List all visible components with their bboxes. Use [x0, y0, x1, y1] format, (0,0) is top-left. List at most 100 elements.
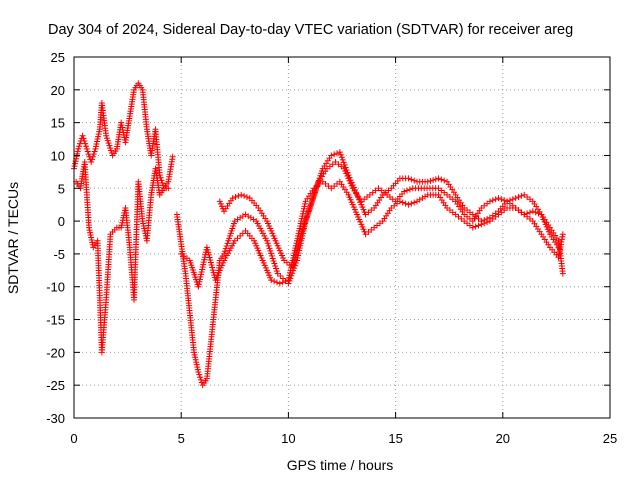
data-point	[430, 177, 437, 184]
data-point	[555, 244, 562, 251]
data-point	[441, 177, 448, 184]
data-point	[405, 175, 412, 182]
data-point	[90, 151, 97, 158]
data-point	[82, 140, 89, 147]
data-point	[203, 244, 210, 251]
data-point	[264, 240, 271, 247]
data-marks	[71, 80, 566, 389]
data-point	[408, 200, 415, 207]
data-point	[481, 220, 488, 227]
y-tick-label: -5	[53, 247, 65, 262]
data-point	[266, 245, 273, 252]
data-point	[501, 197, 508, 204]
data-point	[223, 243, 230, 250]
data-point	[273, 268, 280, 275]
data-point	[169, 153, 176, 160]
data-point	[229, 195, 236, 202]
data-point	[424, 178, 431, 185]
data-point	[282, 278, 289, 285]
data-point	[518, 192, 525, 199]
data-point	[296, 236, 303, 243]
x-axis-label: GPS time / hours	[287, 457, 394, 473]
data-point	[208, 262, 215, 269]
data-point	[292, 251, 299, 258]
data-point	[411, 177, 418, 184]
data-point	[469, 224, 476, 231]
plot-frame	[73, 56, 611, 419]
data-point	[495, 195, 502, 202]
axis-ticks: 0 5 10 15 20 25 -30 -25 -20 -15 -10 -5 0 5 10 15 20 25	[46, 50, 617, 446]
data-point	[339, 156, 346, 163]
data-point	[197, 376, 204, 383]
data-point	[402, 200, 409, 207]
x-tick-label: 10	[281, 431, 295, 446]
data-point	[268, 252, 275, 259]
y-tick-label: -20	[46, 345, 65, 360]
y-tick-label: 15	[51, 116, 65, 131]
data-point	[83, 145, 90, 152]
data-point	[268, 277, 275, 284]
data-point	[221, 248, 228, 255]
data-point	[77, 140, 84, 147]
data-point	[489, 197, 496, 204]
data-point	[408, 176, 415, 183]
data-point	[156, 172, 163, 179]
data-point	[75, 145, 82, 152]
data-point	[559, 231, 566, 238]
data-point	[197, 374, 204, 381]
data-point	[498, 196, 505, 203]
data-point	[89, 156, 96, 163]
y-tick-label: -30	[46, 411, 65, 426]
y-tick-label: 0	[58, 214, 65, 229]
y-tick-label: -15	[46, 313, 65, 328]
data-point	[235, 192, 242, 199]
data-point	[271, 278, 278, 285]
data-point	[238, 191, 245, 198]
data-point	[272, 263, 279, 270]
data-point	[404, 187, 411, 194]
data-point	[478, 221, 485, 228]
data-point	[333, 150, 340, 157]
data-point	[276, 280, 283, 287]
data-point	[559, 270, 566, 277]
x-tick-label: 5	[178, 431, 185, 446]
data-point	[336, 149, 343, 156]
data-point	[81, 138, 88, 145]
data-point	[340, 159, 347, 166]
y-tick-label: 5	[58, 181, 65, 196]
data-point	[207, 259, 214, 266]
grid	[74, 57, 610, 418]
data-point	[196, 371, 203, 378]
y-tick-label: 20	[51, 83, 65, 98]
data-point	[535, 210, 542, 217]
data-point	[427, 177, 434, 184]
data-point	[492, 196, 499, 203]
data-point	[512, 195, 519, 202]
data-point	[292, 253, 299, 260]
data-point	[337, 151, 344, 158]
data-point	[406, 186, 413, 193]
y-tick-label: 10	[51, 148, 65, 163]
data-point	[204, 246, 211, 253]
y-tick-label: 25	[51, 50, 65, 65]
data-point	[435, 175, 442, 182]
data-point	[270, 257, 277, 264]
data-point	[290, 261, 297, 268]
data-point	[521, 211, 528, 218]
data-point	[88, 159, 95, 166]
data-point	[205, 251, 212, 258]
data-point	[472, 223, 479, 230]
data-point	[484, 219, 491, 226]
data-point	[76, 143, 83, 150]
data-point	[411, 199, 418, 206]
data-point	[297, 233, 304, 240]
data-point	[268, 250, 275, 257]
data-point	[89, 153, 96, 160]
data-point	[209, 264, 216, 271]
data-point	[205, 249, 212, 256]
data-point	[475, 222, 482, 229]
data-point	[289, 264, 296, 271]
data-point	[399, 199, 406, 206]
data-point	[486, 198, 493, 205]
